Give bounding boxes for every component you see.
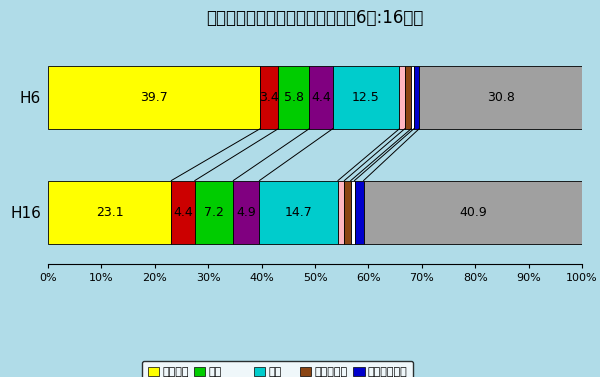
Bar <box>411 66 414 129</box>
Bar <box>309 66 332 129</box>
Text: 39.7: 39.7 <box>140 91 168 104</box>
Bar <box>233 181 259 244</box>
Bar <box>364 181 582 244</box>
Bar <box>414 66 419 129</box>
Text: 40.9: 40.9 <box>459 206 487 219</box>
Text: 5.8: 5.8 <box>284 91 304 104</box>
Bar <box>355 181 364 244</box>
Text: 7.2: 7.2 <box>204 206 224 219</box>
Text: 23.1: 23.1 <box>96 206 124 219</box>
Bar <box>172 181 195 244</box>
Text: 12.5: 12.5 <box>352 91 380 104</box>
Bar <box>195 181 233 244</box>
Bar <box>419 66 584 129</box>
Bar <box>344 181 351 244</box>
Bar <box>48 181 172 244</box>
Text: 3.4: 3.4 <box>259 91 279 104</box>
Bar <box>351 181 355 244</box>
Text: 30.8: 30.8 <box>487 91 515 104</box>
Bar <box>405 66 411 129</box>
Bar <box>48 66 260 129</box>
Bar <box>338 181 344 244</box>
Text: 4.4: 4.4 <box>311 91 331 104</box>
Bar <box>260 66 278 129</box>
Text: 4.9: 4.9 <box>236 206 256 219</box>
Text: 4.4: 4.4 <box>173 206 193 219</box>
Bar <box>332 66 400 129</box>
Text: 14.7: 14.7 <box>285 206 313 219</box>
Legend: 伊勢志摩, 吉野熊野, 鈴鹿, 室生赤目青山, 水郷, 伊勢の海, 赤目－志峡, 番肌峠, 奥伊勢宮川峡, 自然公園外: 伊勢志摩, 吉野熊野, 鈴鹿, 室生赤目青山, 水郷, 伊勢の海, 赤目－志峡,… <box>142 361 413 377</box>
Bar <box>400 66 405 129</box>
Title: 自然公園別入込客数構成比（平成6年:16年）: 自然公園別入込客数構成比（平成6年:16年） <box>206 9 424 27</box>
Bar <box>278 66 309 129</box>
Bar <box>259 181 338 244</box>
